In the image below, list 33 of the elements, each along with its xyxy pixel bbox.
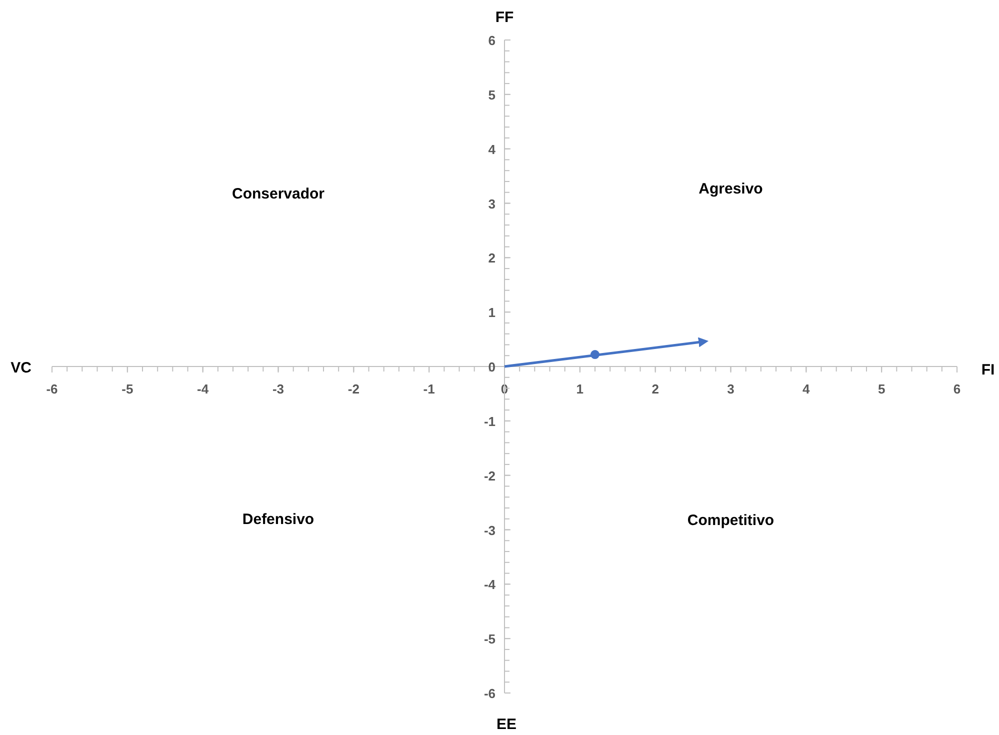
y-tick-label: 6 — [488, 33, 496, 48]
y-tick-label: 0 — [488, 360, 496, 374]
x-tick-label: 5 — [878, 382, 886, 396]
x-tick-label: 6 — [953, 382, 961, 396]
y-tick-label: -3 — [484, 522, 496, 538]
x-tick-label: -3 — [272, 382, 284, 396]
annotation: Competitivo — [687, 512, 774, 529]
y-tick-label: -4 — [484, 577, 496, 592]
y-tick-label: 2 — [488, 250, 496, 266]
annotation: Conservador — [232, 185, 325, 202]
x-tick-label: 2 — [652, 382, 659, 396]
text: EE — [496, 716, 517, 733]
x-tick-label: -1 — [423, 382, 435, 396]
x-tick-label: -5 — [122, 382, 134, 396]
y-axis-title: FF — [495, 9, 514, 26]
x-tick-label: -4 — [197, 382, 210, 396]
y-tick-label: 5 — [488, 87, 496, 102]
y-tick-label: -2 — [484, 468, 496, 484]
text: VC — [10, 360, 32, 376]
y-tick-label: -1 — [484, 414, 496, 429]
x-tick-label: 3 — [727, 382, 734, 396]
x-axis-title: FI — [981, 362, 995, 378]
x-tick-label: 1 — [576, 382, 584, 396]
x-tick-label: -6 — [46, 382, 58, 396]
annotation: Agresivo — [698, 180, 763, 198]
annotation: Defensivo — [242, 510, 314, 528]
x-tick-label: 4 — [802, 382, 811, 396]
y-tick-label: 3 — [488, 196, 496, 212]
y-tick-label: 1 — [488, 305, 496, 320]
x-tick-label: -2 — [348, 382, 360, 396]
y-tick-label: -5 — [484, 632, 496, 647]
y-tick-label: -6 — [484, 686, 496, 701]
y-tick-label: 4 — [488, 142, 496, 157]
